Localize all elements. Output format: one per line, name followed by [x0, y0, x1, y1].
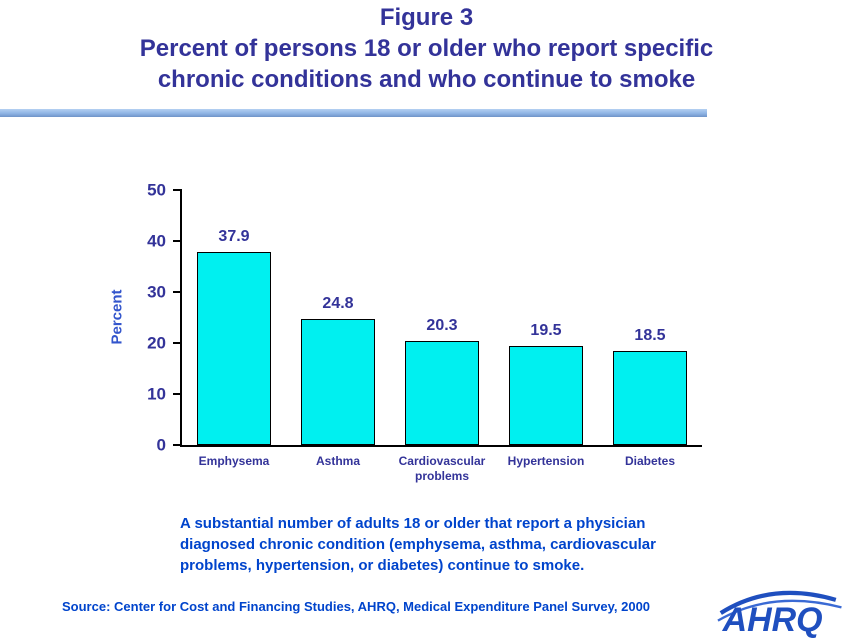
logo-text: AHRQ [722, 601, 823, 638]
category-label: Cardiovascular problems [398, 454, 486, 483]
y-tick-mark [173, 240, 182, 242]
bar-group: 37.9 [197, 229, 271, 445]
bar [405, 341, 479, 445]
figure-number: Figure 3 [379, 4, 474, 31]
category-label: Diabetes [624, 454, 676, 468]
chart-title: Figure 3 Percent of persons 18 or older … [0, 2, 853, 95]
bar-group: 18.5 [613, 328, 687, 445]
bar [509, 346, 583, 445]
category-label: Hypertension [507, 454, 585, 468]
caption: A substantial number of adults 18 or old… [180, 513, 740, 576]
category-label: Emphysema [198, 454, 270, 468]
caption-line-2: diagnosed chronic condition (emphysema, … [180, 536, 656, 553]
y-tick-mark [173, 342, 182, 344]
y-axis-ticks: 0 10 20 30 40 50 [120, 182, 182, 454]
bar [613, 351, 687, 445]
bar-group: 20.3 [405, 318, 479, 445]
y-tick-mark [173, 444, 182, 446]
bar [301, 319, 375, 445]
y-tick-label: 0 [156, 435, 166, 455]
y-tick-mark [173, 189, 182, 191]
bar-value-label: 18.5 [634, 327, 666, 344]
caption-line-3: problems, hypertension, or diabetes) con… [180, 557, 585, 574]
source-note: Source: Center for Cost and Financing St… [62, 599, 651, 614]
caption-line-1: A substantial number of adults 18 or old… [180, 515, 646, 532]
category-labels: Emphysema Asthma Cardiovascular problems Hy… [182, 454, 702, 484]
category-label: Asthma [315, 454, 360, 468]
plot-area: 37.9 24.8 20.3 19.5 18.5 [182, 190, 702, 445]
ahrq-logo: AHRQ [717, 590, 849, 639]
y-tick-mark [173, 393, 182, 395]
ahrq-logo-graphic: AHRQ [717, 590, 842, 639]
y-tick-label: 40 [147, 231, 166, 251]
logo-swoosh-icon [719, 590, 837, 615]
bar-value-label: 19.5 [530, 322, 562, 339]
bar-value-label: 37.9 [218, 228, 250, 245]
y-tick-label: 20 [147, 333, 166, 353]
bar-value-label: 20.3 [426, 317, 458, 334]
logo-swoosh-icon-2 [717, 599, 842, 622]
title-line-3: chronic conditions and who continue to s… [157, 66, 696, 93]
bar-chart: 0 10 20 30 40 50 37.9 24.8 20.3 19.5 18.5 Emphyse… [147, 182, 702, 483]
bar-value-label: 24.8 [322, 295, 354, 312]
y-tick-label: 50 [147, 180, 166, 200]
y-tick-mark [173, 291, 182, 293]
bar-group: 24.8 [301, 296, 375, 445]
y-tick-label: 10 [147, 384, 166, 404]
bar-group: 19.5 [509, 323, 583, 445]
divider-rule [0, 109, 707, 117]
title-line-2: Percent of persons 18 or older who repor… [139, 35, 714, 62]
y-tick-label: 30 [147, 282, 166, 302]
bar [197, 252, 271, 445]
